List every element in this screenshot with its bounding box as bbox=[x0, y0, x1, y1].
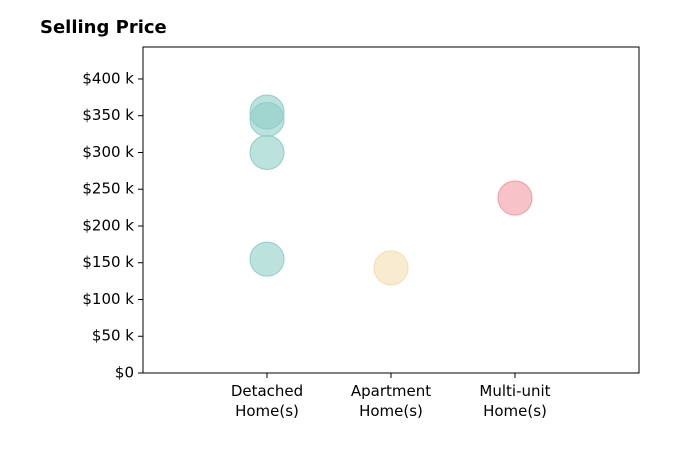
y-tick-label: $400 k bbox=[82, 69, 134, 87]
x-tick-label: Apartment Home(s) bbox=[350, 382, 432, 420]
x-tick-label: Detached Home(s) bbox=[230, 382, 304, 420]
y-tick-label: $250 k bbox=[82, 180, 134, 198]
point bbox=[497, 180, 533, 216]
y-tick-label: $100 k bbox=[82, 290, 134, 308]
x-tick-label: Multi-unit Home(s) bbox=[479, 382, 551, 420]
point bbox=[249, 101, 285, 137]
y-tick-label: $350 k bbox=[82, 106, 134, 124]
y-tick-label: $200 k bbox=[82, 216, 134, 234]
y-tick-label: $300 k bbox=[82, 143, 134, 161]
point bbox=[249, 241, 285, 277]
y-tick-label: $150 k bbox=[82, 253, 134, 271]
plot-frame bbox=[142, 46, 640, 374]
y-tick-label: $50 k bbox=[92, 327, 134, 345]
y-tick-label: $0 bbox=[115, 364, 134, 382]
point bbox=[249, 134, 285, 170]
chart-title: Selling Price bbox=[40, 17, 167, 38]
point bbox=[373, 250, 409, 286]
